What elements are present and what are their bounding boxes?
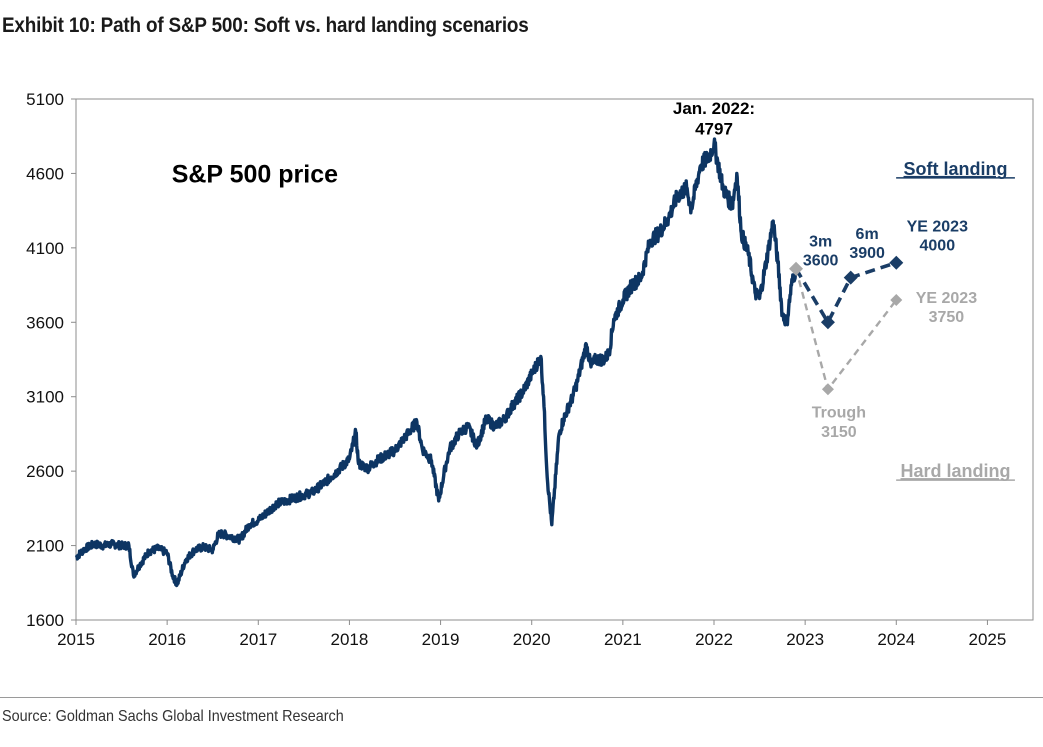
- x-tick-label: 2019: [422, 630, 460, 649]
- page-title: Exhibit 10: Path of S&P 500: Soft vs. ha…: [2, 14, 529, 37]
- series-group: [74, 137, 904, 588]
- x-tick-label: 2022: [695, 630, 733, 649]
- soft-point-marker: [889, 255, 904, 270]
- hard-point-marker: [821, 383, 834, 396]
- x-tick-label: 2017: [239, 630, 277, 649]
- annotation-label: 4000: [920, 238, 956, 255]
- x-tick-label: 2021: [604, 630, 642, 649]
- series-line-sp500: [74, 137, 798, 588]
- x-tick-label: 2024: [877, 630, 915, 649]
- soft-point-marker: [820, 315, 835, 330]
- annotation-label: S&P 500 price: [172, 160, 338, 188]
- annotation-label: Soft landing: [904, 159, 1008, 179]
- footer-divider: [0, 697, 1043, 698]
- annotation-label: Hard landing: [901, 461, 1011, 481]
- x-tick-label: 2025: [969, 630, 1007, 649]
- y-tick-label: 1600: [26, 611, 64, 630]
- annotation-label: YE 2023: [907, 218, 968, 235]
- annotation-label: 3750: [929, 309, 965, 326]
- y-tick-label: 4100: [26, 239, 64, 258]
- y-tick-label: 2600: [26, 462, 64, 481]
- hard-point-marker: [890, 293, 903, 306]
- annotation-label: 6m: [856, 226, 879, 243]
- x-tick-label: 2020: [513, 630, 551, 649]
- y-tick-label: 3100: [26, 388, 64, 407]
- x-tick-label: 2018: [331, 630, 369, 649]
- annotation-label: 3600: [803, 253, 839, 270]
- y-tick-label: 5100: [26, 90, 64, 109]
- sp500-chart: 1600 2100 2600 3100 3600 4100 4600 5100 2015 2016…: [26, 90, 1034, 649]
- x-tick-label: 2015: [57, 630, 95, 649]
- annotations: S&P 500 price Jan. 2022:4797 Soft landing 3…: [172, 99, 1015, 481]
- annotation-label: 3m: [809, 233, 832, 250]
- axes: 1600 2100 2600 3100 3600 4100 4600 5100 2015 2016…: [26, 90, 1006, 649]
- y-tick-label: 4600: [26, 164, 64, 183]
- x-tick-label: 2023: [786, 630, 824, 649]
- annotation-label: 3150: [821, 424, 857, 441]
- current-point-marker: [789, 261, 804, 276]
- annotation-label: 3900: [849, 245, 885, 262]
- y-tick-label: 3600: [26, 313, 64, 332]
- y-tick-label: 2100: [26, 537, 64, 556]
- annotation-label: Trough: [812, 405, 866, 422]
- soft-point-marker: [843, 270, 858, 285]
- series-line-soft: [794, 260, 897, 327]
- x-tick-label: 2016: [148, 630, 186, 649]
- source-note: Source: Goldman Sachs Global Investment …: [2, 708, 344, 725]
- annotation-label: Jan. 2022:: [673, 99, 755, 118]
- annotation-label: 4797: [695, 119, 733, 138]
- plot-frame: [75, 98, 1034, 621]
- annotation-label: YE 2023: [916, 290, 977, 307]
